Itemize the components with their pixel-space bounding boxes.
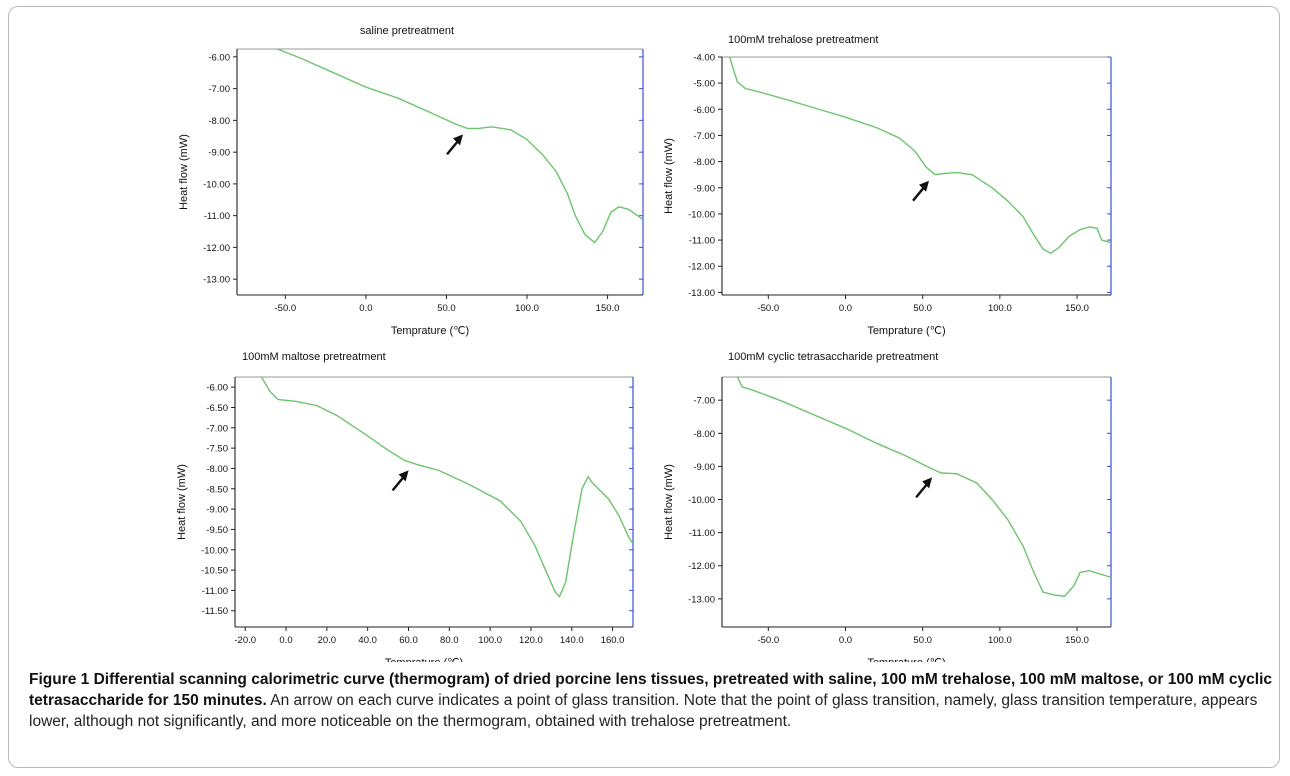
thermogram-curve (736, 377, 1111, 597)
y-tick-label: -9.00 (693, 462, 715, 473)
y-tick-label: -7.50 (206, 444, 228, 455)
y-axis-label: Heat flow (mW) (178, 134, 190, 210)
x-tick-label: 150.0 (596, 303, 620, 314)
x-tick-label: -50.0 (757, 635, 779, 646)
x-tick-label: 40.0 (358, 635, 377, 646)
y-tick-label: -8.00 (693, 157, 715, 168)
y-tick-label: -13.00 (688, 288, 715, 299)
x-axis-label: Temprature (℃) (385, 657, 463, 662)
y-tick-label: -12.00 (203, 243, 230, 254)
x-tick-label: 100.0 (988, 635, 1012, 646)
x-tick-label: 0.0 (279, 635, 292, 646)
figure-frame: saline pretreatment -6.00 -7.00 -8.00 -9.00… (8, 6, 1280, 768)
thermogram-curve (260, 377, 633, 598)
caption-text: An arrow on each curve indicates a point… (29, 692, 1258, 730)
y-tick-label: -7.00 (206, 423, 228, 434)
chart-cyclic-tetrasaccharide: 100mM cyclic tetrasaccharide pretreatmen… (663, 351, 1112, 662)
y-tick-label: -12.00 (688, 561, 715, 572)
glass-transition-arrow (446, 134, 463, 156)
panel-title: 100mM trehalose pretreatment (728, 34, 878, 46)
y-tick-label: -11.00 (689, 236, 715, 247)
x-tick-label: 0.0 (359, 303, 372, 314)
y-tick-label: -10.00 (203, 179, 230, 190)
chart-saline: saline pretreatment -6.00 -7.00 -8.00 -9.00… (178, 25, 644, 337)
y-tick-label: -11.00 (204, 211, 230, 222)
y-tick-label: -6.00 (693, 105, 715, 116)
y-tick-label: -4.00 (693, 53, 715, 64)
figure-caption: Figure 1 Differential scanning calorimet… (29, 669, 1274, 732)
y-tick-label: -9.00 (693, 183, 715, 194)
x-tick-label: 50.0 (913, 635, 932, 646)
x-tick-label: 140.0 (560, 635, 584, 646)
y-tick-label: -8.00 (206, 464, 228, 475)
x-tick-label: 50.0 (437, 303, 456, 314)
glass-transition-arrow (912, 180, 930, 202)
y-axis-label: Heat flow (mW) (663, 464, 675, 540)
x-tick-label: 0.0 (839, 635, 852, 646)
x-tick-label: 100.0 (478, 635, 502, 646)
y-tick-label: -7.00 (693, 396, 715, 407)
x-tick-label: 100.0 (988, 303, 1012, 314)
x-tick-label: 120.0 (519, 635, 543, 646)
x-tick-label: 150.0 (1065, 635, 1089, 646)
y-tick-label: -13.00 (203, 275, 230, 286)
y-tick-label: -7.00 (208, 84, 230, 95)
x-tick-label: 100.0 (515, 303, 539, 314)
x-axis-label: Temprature (℃) (391, 325, 469, 337)
glass-transition-arrow (391, 470, 409, 492)
glass-transition-arrow (915, 477, 933, 499)
y-tick-label: -10.50 (201, 566, 228, 577)
x-tick-label: 80.0 (440, 635, 459, 646)
figure-plots: saline pretreatment -6.00 -7.00 -8.00 -9.00… (176, 25, 1112, 662)
x-axis-label: Temprature (℃) (867, 657, 945, 662)
panel-title: 100mM cyclic tetrasaccharide pretreatmen… (728, 351, 938, 363)
caption-title: Figure 1 Differential scanning calorimet… (29, 671, 1272, 709)
panel-title: 100mM maltose pretreatment (242, 351, 386, 363)
y-tick-label: -7.00 (693, 131, 715, 142)
x-tick-label: 0.0 (839, 303, 852, 314)
x-tick-label: 150.0 (1065, 303, 1089, 314)
x-tick-label: -50.0 (275, 303, 297, 314)
x-tick-label: -20.0 (234, 635, 256, 646)
x-tick-label: 60.0 (399, 635, 418, 646)
y-tick-label: -12.00 (688, 262, 715, 273)
x-tick-label: 160.0 (601, 635, 625, 646)
x-tick-label: -50.0 (757, 303, 779, 314)
y-tick-label: -5.00 (693, 79, 715, 90)
y-tick-label: -6.00 (208, 52, 230, 63)
x-tick-label: 50.0 (913, 303, 932, 314)
y-tick-label: -9.50 (206, 525, 228, 536)
x-tick-label: 20.0 (318, 635, 337, 646)
y-axis-label: Heat flow (mW) (663, 138, 675, 214)
y-axis-label: Heat flow (mW) (176, 464, 188, 540)
y-tick-label: -9.00 (208, 148, 230, 159)
y-tick-label: -9.00 (206, 505, 228, 516)
y-tick-label: -10.00 (688, 495, 715, 506)
y-tick-label: -11.00 (689, 528, 715, 539)
y-tick-label: -8.00 (208, 116, 230, 127)
y-tick-label: -11.00 (202, 586, 228, 597)
thermogram-curve (277, 49, 643, 244)
y-tick-label: -10.00 (688, 209, 715, 220)
y-tick-label: -6.50 (206, 403, 228, 414)
y-tick-label: -10.00 (201, 545, 228, 556)
chart-trehalose: 100mM trehalose pretreatment -4.00 -5.00 -… (663, 34, 1112, 337)
y-tick-label: -8.00 (693, 429, 715, 440)
chart-maltose: 100mM maltose pretreatment -6.00 -6.50 -7.… (176, 351, 634, 662)
x-axis-label: Temprature (℃) (867, 325, 945, 337)
panel-title: saline pretreatment (360, 25, 454, 37)
thermogram-curve (729, 57, 1111, 255)
y-tick-label: -11.50 (202, 606, 228, 617)
y-tick-label: -13.00 (688, 594, 715, 605)
y-tick-label: -8.50 (206, 484, 228, 495)
y-tick-label: -6.00 (206, 383, 228, 394)
